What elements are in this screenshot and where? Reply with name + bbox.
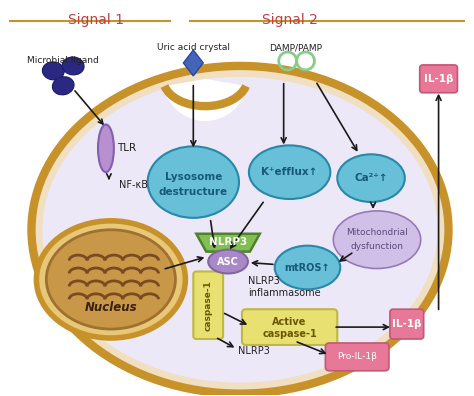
Text: K⁺efflux↑: K⁺efflux↑	[262, 167, 318, 177]
Ellipse shape	[66, 83, 74, 89]
Text: Ca²⁺↑: Ca²⁺↑	[354, 173, 388, 183]
Ellipse shape	[147, 147, 239, 218]
Ellipse shape	[76, 63, 84, 69]
FancyBboxPatch shape	[325, 343, 389, 371]
Ellipse shape	[53, 77, 74, 95]
Ellipse shape	[62, 57, 84, 75]
Text: caspase-1: caspase-1	[262, 329, 317, 339]
Text: NLRP3: NLRP3	[248, 276, 280, 286]
Polygon shape	[196, 234, 260, 251]
Ellipse shape	[275, 246, 340, 289]
Ellipse shape	[63, 87, 70, 94]
Text: Nucleus: Nucleus	[84, 301, 137, 314]
Ellipse shape	[63, 63, 71, 69]
Text: dysfunction: dysfunction	[350, 242, 403, 251]
Ellipse shape	[53, 72, 60, 79]
Text: NLRP3: NLRP3	[238, 346, 270, 356]
Text: Signal 1: Signal 1	[68, 13, 124, 27]
Text: Uric acid crystal: Uric acid crystal	[157, 43, 230, 52]
Ellipse shape	[73, 67, 80, 74]
Text: Mitochondrial: Mitochondrial	[346, 228, 408, 237]
Text: NLRP3: NLRP3	[209, 237, 247, 247]
Ellipse shape	[208, 249, 248, 274]
FancyBboxPatch shape	[193, 272, 223, 339]
Text: ASC: ASC	[217, 257, 239, 267]
Ellipse shape	[57, 87, 63, 94]
Ellipse shape	[337, 154, 405, 202]
Ellipse shape	[333, 211, 421, 268]
Ellipse shape	[53, 63, 60, 70]
Ellipse shape	[53, 83, 61, 89]
Ellipse shape	[31, 66, 448, 394]
Ellipse shape	[67, 57, 73, 65]
Ellipse shape	[46, 230, 175, 329]
Text: mtROS↑: mtROS↑	[285, 263, 330, 272]
Text: caspase-1: caspase-1	[204, 280, 213, 331]
Polygon shape	[183, 50, 203, 76]
Text: destructure: destructure	[159, 187, 228, 197]
Text: Lysosome: Lysosome	[164, 172, 222, 182]
FancyBboxPatch shape	[242, 309, 337, 345]
Ellipse shape	[36, 221, 185, 338]
Ellipse shape	[42, 62, 64, 80]
Ellipse shape	[42, 77, 438, 383]
Ellipse shape	[43, 68, 51, 74]
Text: NF-κB: NF-κB	[119, 180, 148, 190]
Wedge shape	[164, 79, 247, 121]
Text: Microbial ligand: Microbial ligand	[27, 56, 99, 65]
Ellipse shape	[98, 124, 114, 172]
FancyBboxPatch shape	[390, 309, 424, 339]
Ellipse shape	[249, 145, 330, 199]
Text: Active: Active	[273, 317, 307, 327]
Ellipse shape	[73, 57, 80, 65]
Text: Pro-IL-1β: Pro-IL-1β	[337, 352, 377, 362]
Text: IL-1β: IL-1β	[392, 319, 421, 329]
Text: Signal 2: Signal 2	[262, 13, 318, 27]
Ellipse shape	[67, 67, 73, 74]
Ellipse shape	[47, 72, 53, 79]
Text: TLR: TLR	[117, 143, 136, 153]
Ellipse shape	[56, 68, 64, 74]
Text: IL-1β: IL-1β	[424, 74, 453, 84]
Ellipse shape	[47, 63, 53, 70]
Text: DAMP/PAMP: DAMP/PAMP	[269, 43, 322, 52]
FancyBboxPatch shape	[419, 65, 457, 93]
Text: inflammasome: inflammasome	[248, 288, 320, 298]
Ellipse shape	[63, 77, 70, 85]
Ellipse shape	[57, 77, 63, 85]
